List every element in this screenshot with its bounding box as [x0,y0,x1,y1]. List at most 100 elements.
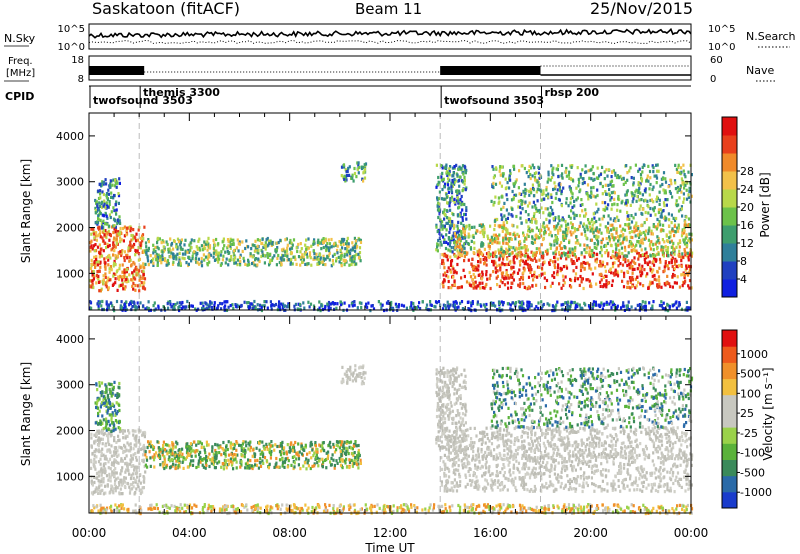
velocity-scatter-cell [144,431,147,435]
power-scatter-cell [118,263,121,267]
power-scatter-cell [452,226,456,230]
power-colorbar-swatch [722,171,737,190]
power-scatter-cell [516,232,519,236]
power-scatter-cell [527,169,530,173]
power-scatter-cell [534,217,537,222]
power-scatter-cell [251,243,254,247]
power-scatter-cell [496,241,499,245]
power-scatter-cell [351,246,354,250]
power-scatter-cell [493,174,496,178]
power-scatter-cell [455,240,458,244]
power-scatter-cell [306,255,309,259]
power-scatter-cell [108,200,111,204]
velocity-scatter-cell [141,458,144,463]
power-scatter-cell [595,260,598,264]
power-scatter-cell [646,255,650,259]
power-scatter-cell [502,221,505,225]
velocity-scatter-cell [121,446,124,450]
power-scatter-cell [487,254,490,258]
power-scatter-cell [119,240,122,244]
power-scatter-cell [565,174,568,178]
freq-label: Freq. [8,56,33,67]
power-scatter-cell [673,234,676,238]
power-scatter-cell [128,273,131,277]
power-scatter-cell [346,253,349,257]
power-scatter-cell [579,188,582,192]
power-scatter-cell [277,304,280,308]
power-scatter-cell [181,252,185,256]
power-scatter-cell [165,263,168,267]
power-scatter-cell [610,233,613,237]
power-scatter-cell [602,214,605,218]
power-scatter-cell [599,280,602,284]
power-scatter-cell [670,259,673,263]
power-scatter-cell [118,251,121,255]
power-scatter-cell [504,235,507,239]
power-scatter-cell [649,265,652,270]
power-scatter-cell [533,307,536,311]
power-scatter-cell [555,167,558,171]
power-scatter-cell [135,273,138,277]
power-scatter-cell [498,169,501,173]
velocity-scatter-cell [90,466,93,470]
power-scatter-cell [630,276,633,281]
power-scatter-cell [436,245,439,249]
power-scatter-cell [598,304,601,308]
power-scatter-cell [649,247,652,251]
power-scatter-cell [162,249,165,253]
power-scatter-cell [236,238,239,242]
power-scatter-cell [584,214,587,218]
power-scatter-cell [531,274,534,278]
power-scatter-cell [620,229,623,233]
power-scatter-cell [481,281,484,285]
power-scatter-cell [601,260,605,264]
power-scatter-cell [642,230,645,235]
power-scatter-cell [469,275,473,279]
power-scatter-cell [667,224,671,228]
power-scatter-cell [456,244,459,249]
velocity-scatter-cell [133,468,136,472]
power-scatter-cell [533,166,536,170]
power-scatter-cell [494,270,498,274]
power-scatter-cell [251,261,254,266]
power-scatter-cell [226,246,229,250]
power-scatter-cell [345,178,348,182]
power-scatter-cell [571,247,574,251]
power-scatter-cell [95,260,98,264]
power-scatter-cell [638,186,641,191]
power-scatter-cell [597,240,600,244]
power-scatter-cell [624,193,627,197]
power-scatter-cell [106,216,109,220]
velocity-scatter-cell [139,473,142,477]
power-scatter-cell [585,278,588,282]
velocity-scatter-cell [231,447,234,451]
velocity-scatter-cell [105,399,108,403]
power-scatter-cell [470,239,473,243]
power-scatter-cell [587,197,590,201]
power-scatter-cell [110,268,113,272]
power-scatter-cell [453,280,456,284]
power-scatter-cell [464,227,467,231]
power-scatter-cell [472,286,475,290]
station-title: Saskatoon (fitACF) [92,0,240,18]
power-scatter-cell [594,195,597,199]
power-scatter-cell [588,266,591,270]
power-scatter-cell [583,248,586,252]
power-scatter-cell [684,268,687,272]
power-scatter-cell [580,280,583,284]
power-scatter-cell [499,254,502,258]
power-scatter-cell [119,304,122,308]
power-scatter-cell [520,276,523,280]
power-scatter-cell [616,203,619,207]
power-scatter-cell [434,305,437,309]
velocity-scatter-cell [105,404,108,408]
power-scatter-cell [348,173,351,177]
velocity-scatter-cell [117,476,120,480]
power-scatter-cell [467,258,470,262]
power-scatter-cell [552,271,556,275]
power-scatter-cell [112,217,116,221]
power-scatter-cell [529,230,532,234]
power-scatter-cell [459,245,463,249]
power-scatter-cell [496,274,499,278]
power-scatter-cell [367,301,370,305]
